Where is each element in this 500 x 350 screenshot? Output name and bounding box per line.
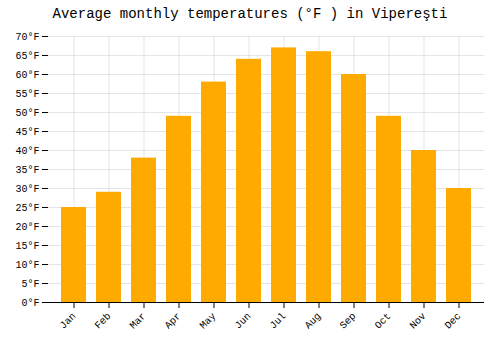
svg-text:Apr: Apr (163, 311, 184, 332)
svg-text:15°F: 15°F (15, 241, 39, 252)
svg-text:60°F: 60°F (15, 70, 39, 81)
svg-text:Mar: Mar (128, 311, 149, 332)
svg-text:Feb: Feb (93, 311, 114, 332)
svg-text:Jul: Jul (268, 311, 289, 332)
svg-text:Sep: Sep (338, 311, 359, 332)
svg-text:55°F: 55°F (15, 89, 39, 100)
html-text:Average monthly temperatures (: Average monthly temperatures (°F ) in Vi… (52, 6, 448, 22)
svg-text:Dec: Dec (443, 311, 464, 332)
svg-text:35°F: 35°F (15, 165, 39, 176)
svg-text:10°F: 10°F (15, 260, 39, 271)
svg-text:Oct: Oct (373, 311, 394, 332)
svg-text:50°F: 50°F (15, 108, 39, 119)
svg-text:70°F: 70°F (15, 32, 39, 43)
svg-text:45°F: 45°F (15, 127, 39, 138)
svg-text:May: May (198, 311, 219, 332)
svg-text:Jun: Jun (233, 311, 254, 332)
svg-text:65°F: 65°F (15, 51, 39, 62)
svg-text:Aug: Aug (303, 311, 324, 332)
svg-text:20°F: 20°F (15, 222, 39, 233)
svg-text:40°F: 40°F (15, 146, 39, 157)
svg-text:25°F: 25°F (15, 203, 39, 214)
svg-text:5°F: 5°F (21, 279, 39, 290)
svg-text:Jan: Jan (58, 311, 79, 332)
svg-text:0°F: 0°F (21, 298, 39, 309)
svg-text:30°F: 30°F (15, 184, 39, 195)
svg-text:Nov: Nov (408, 311, 429, 332)
